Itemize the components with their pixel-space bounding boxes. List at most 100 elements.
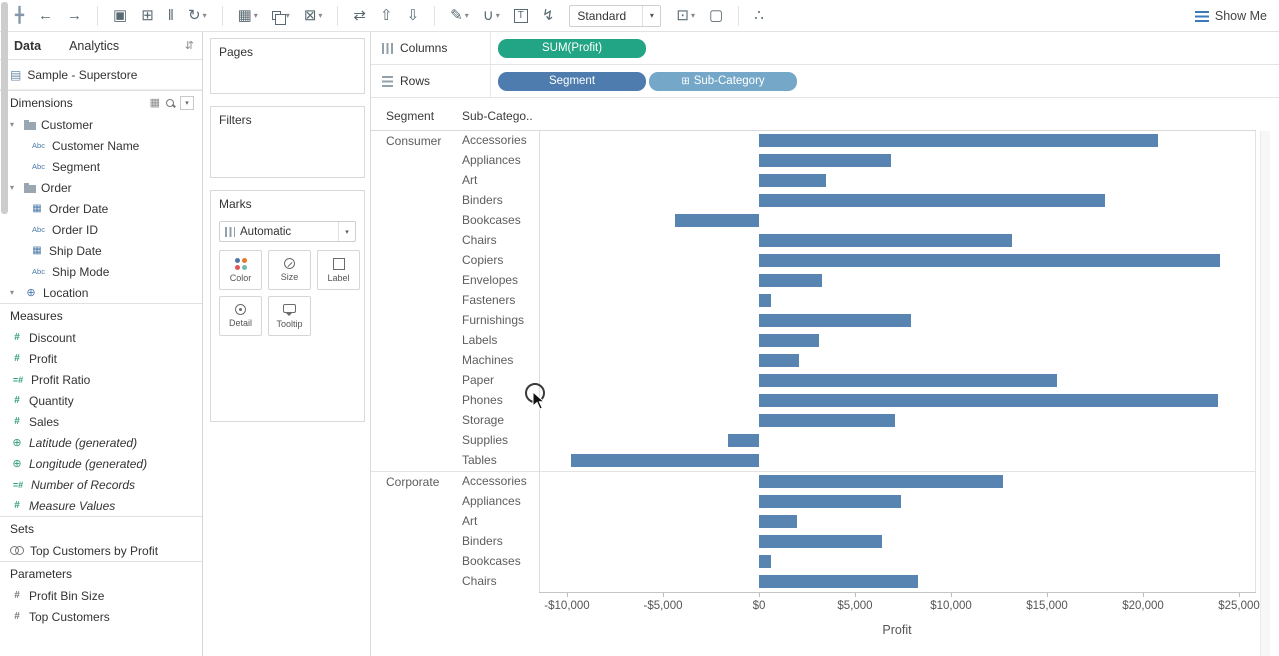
dropdown-caret-icon[interactable]: ▾ <box>495 11 500 20</box>
field-item-latitude-generated-[interactable]: ⊕ Latitude (generated) <box>0 432 202 453</box>
bar-mark[interactable] <box>759 535 882 548</box>
fix-axes-icon[interactable]: ↯ <box>537 5 560 27</box>
columns-pill-zone[interactable]: SUM(Profit) <box>491 38 1279 58</box>
dropdown-caret-icon[interactable]: ▾ <box>318 11 323 20</box>
bar-mark[interactable] <box>759 274 823 287</box>
subcategory-row-header[interactable]: Supplies <box>462 433 509 447</box>
bar-mark[interactable] <box>759 354 800 367</box>
bar-mark[interactable] <box>759 134 1159 147</box>
field-item-customer[interactable]: ▾ Customer <box>0 114 202 135</box>
dropdown-caret-icon[interactable]: ▾ <box>464 11 469 20</box>
subcategory-row-header[interactable]: Tables <box>462 453 497 467</box>
segment-column-header[interactable]: Segment <box>386 109 435 123</box>
sort-ascending-icon[interactable]: ⇧ <box>375 5 398 27</box>
subcategory-row-header[interactable]: Chairs <box>462 233 497 247</box>
field-item-ship-mode[interactable]: Abc Ship Mode <box>0 261 202 282</box>
subcategory-row-header[interactable]: Appliances <box>462 494 521 508</box>
group-members-icon[interactable]: ∪ ▾ <box>478 5 505 27</box>
subcategory-row-header[interactable]: Art <box>462 173 478 187</box>
presentation-mode-icon[interactable]: ▢ <box>704 5 728 27</box>
field-item-measure-values[interactable]: # Measure Values <box>0 495 202 516</box>
sort-descending-icon[interactable]: ⇩ <box>402 5 425 27</box>
mark-type-select[interactable]: Automatic ▾ <box>219 221 356 242</box>
chevron-down-icon[interactable]: ▾ <box>642 5 660 26</box>
field-item-profit[interactable]: # Profit <box>0 348 202 369</box>
bar-mark[interactable] <box>759 495 902 508</box>
segment-row-header[interactable]: Consumer <box>386 134 442 148</box>
dropdown-caret-icon[interactable]: ▾ <box>202 11 207 20</box>
bar-mark[interactable] <box>759 314 911 327</box>
subcategory-row-header[interactable]: Paper <box>462 373 495 387</box>
field-item-discount[interactable]: # Discount <box>0 327 202 348</box>
subcategory-row-header[interactable]: Storage <box>462 413 505 427</box>
vertical-scrollbar[interactable] <box>1260 131 1270 656</box>
new-worksheet-icon[interactable]: ▦ ▾ <box>233 5 263 27</box>
field-item-customer-name[interactable]: Abc Customer Name <box>0 135 202 156</box>
bar-mark[interactable] <box>759 575 919 588</box>
tableau-logo-icon[interactable]: ╋ <box>10 5 29 27</box>
clear-sheet-icon[interactable]: ⊠ ▾ <box>299 5 328 27</box>
field-item-top-customers-by-profit[interactable]: Top Customers by Profit <box>0 540 202 561</box>
marks-label-button[interactable]: Label <box>317 250 360 290</box>
field-item-order[interactable]: ▾ Order <box>0 177 202 198</box>
subcategory-row-header[interactable]: Binders <box>462 193 503 207</box>
segment-row-header[interactable]: Corporate <box>386 475 440 489</box>
datasource-item[interactable]: ▤ Sample - Superstore <box>0 60 202 90</box>
new-data-source-icon[interactable]: ⊞ <box>136 5 159 27</box>
highlight-icon[interactable]: ✎ ▾ <box>445 5 474 27</box>
subcategory-row-header[interactable]: Chairs <box>462 574 497 588</box>
pause-auto-updates-icon[interactable]: ‖ <box>163 5 179 27</box>
fit-mode-select[interactable]: Standard ▾ <box>569 4 662 27</box>
view-data-icon[interactable]: ▦ <box>149 97 160 109</box>
swap-rows-columns-icon[interactable]: ⇄ <box>348 5 371 27</box>
bar-mark[interactable] <box>759 294 771 307</box>
pill-sum-profit-[interactable]: SUM(Profit) <box>498 38 646 58</box>
bar-mark[interactable] <box>759 254 1220 267</box>
bar-mark[interactable] <box>759 394 1218 407</box>
pill-sub-category[interactable]: ⊞ Sub-Category <box>649 71 797 91</box>
field-item-longitude-generated-[interactable]: ⊕ Longitude (generated) <box>0 453 202 474</box>
undo-icon[interactable]: ← <box>33 5 58 27</box>
columns-shelf[interactable]: Columns SUM(Profit) <box>371 32 1279 65</box>
field-item-top-customers[interactable]: # Top Customers <box>0 606 202 627</box>
marks-size-button[interactable]: Size <box>268 250 311 290</box>
field-item-order-id[interactable]: Abc Order ID <box>0 219 202 240</box>
pages-shelf[interactable]: Pages <box>210 38 365 94</box>
field-item-number-of-records[interactable]: =# Number of Records <box>0 474 202 495</box>
bar-mark[interactable] <box>728 434 759 447</box>
subcategory-row-header[interactable]: Labels <box>462 333 498 347</box>
dropdown-caret-icon[interactable]: ▾ <box>253 11 258 20</box>
bar-mark[interactable] <box>759 154 892 167</box>
rows-pill-zone[interactable]: Segment ⊞ Sub-Category <box>491 71 1279 91</box>
chevron-down-icon[interactable]: ▾ <box>10 120 15 129</box>
redo-icon[interactable]: → <box>62 5 87 27</box>
bar-mark[interactable] <box>759 414 896 427</box>
filters-shelf[interactable]: Filters <box>210 106 365 178</box>
bar-mark[interactable] <box>759 234 1013 247</box>
chevron-down-icon[interactable]: ▾ <box>10 183 15 192</box>
chevron-down-icon[interactable]: ▾ <box>10 288 15 297</box>
bar-mark[interactable] <box>570 454 759 467</box>
field-item-profit-bin-size[interactable]: # Profit Bin Size <box>0 585 202 606</box>
tab-analytics[interactable]: Analytics <box>69 38 120 53</box>
subcategory-row-header[interactable]: Accessories <box>462 133 527 147</box>
subcategory-row-header[interactable]: Machines <box>462 353 514 367</box>
subcategory-row-header[interactable]: Furnishings <box>462 313 525 327</box>
subcategory-row-header[interactable]: Bookcases <box>462 554 521 568</box>
duplicate-sheet-icon[interactable]: ▾ <box>267 6 295 25</box>
field-item-order-date[interactable]: ▦ Order Date <box>0 198 202 219</box>
bar-mark[interactable] <box>759 555 771 568</box>
subcategory-row-header[interactable]: Envelopes <box>462 273 519 287</box>
tab-data[interactable]: Data <box>14 38 42 53</box>
pane-toggle-icon[interactable]: ⇵ <box>184 40 194 52</box>
dropdown-caret-icon[interactable]: ▾ <box>691 11 696 20</box>
subcategory-row-header[interactable]: Accessories <box>462 474 527 488</box>
field-item-ship-date[interactable]: ▦ Ship Date <box>0 240 202 261</box>
expand-hierarchy-icon[interactable]: ⊞ <box>681 75 690 87</box>
rows-shelf[interactable]: Rows Segment ⊞ Sub-Category <box>371 65 1279 98</box>
chevron-down-icon[interactable]: ▾ <box>338 222 355 241</box>
pane-menu-dropdown[interactable]: ▾ <box>180 95 194 110</box>
field-item-profit-ratio[interactable]: =# Profit Ratio <box>0 369 202 390</box>
marks-detail-button[interactable]: Detail <box>219 296 262 336</box>
subcategory-row-header[interactable]: Copiers <box>462 253 504 267</box>
